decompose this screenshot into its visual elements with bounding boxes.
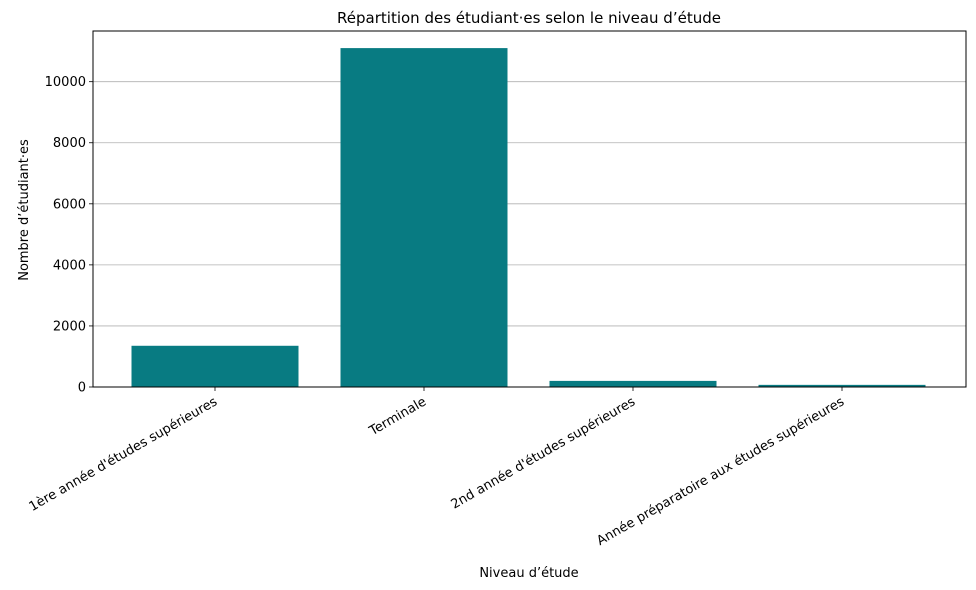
- x-axis-ticks: 1ère année d'études supérieures Terminale…: [27, 387, 847, 549]
- y-tick-label: 10000: [45, 75, 86, 90]
- bar-1: [340, 48, 508, 387]
- x-tick-label: 1ère année d'études supérieures: [27, 394, 221, 514]
- y-axis-ticks: 0 2000 4000 6000 8000 10000: [45, 75, 93, 396]
- bars: [131, 48, 926, 387]
- gridlines: [93, 81, 966, 388]
- x-axis-label: Niveau d’étude: [479, 566, 578, 581]
- x-tick-label: Terminale: [366, 394, 429, 439]
- y-tick-label: 0: [78, 381, 86, 396]
- x-tick-label: Année préparatoire aux études supérieure…: [594, 394, 847, 549]
- bar-0: [131, 345, 299, 387]
- y-tick-label: 6000: [53, 197, 86, 212]
- y-tick-label: 8000: [53, 136, 86, 151]
- chart-title: Répartition des étudiant·es selon le niv…: [337, 9, 721, 27]
- plot-frame: [92, 30, 967, 388]
- bar-3: [758, 384, 926, 387]
- x-tick-label: 2nd année d'études supérieures: [449, 394, 639, 512]
- y-tick-label: 4000: [53, 258, 86, 273]
- y-tick-label: 2000: [53, 319, 86, 334]
- bar-2: [549, 380, 717, 387]
- y-axis-label: Nombre d’étudiant·es: [17, 139, 32, 281]
